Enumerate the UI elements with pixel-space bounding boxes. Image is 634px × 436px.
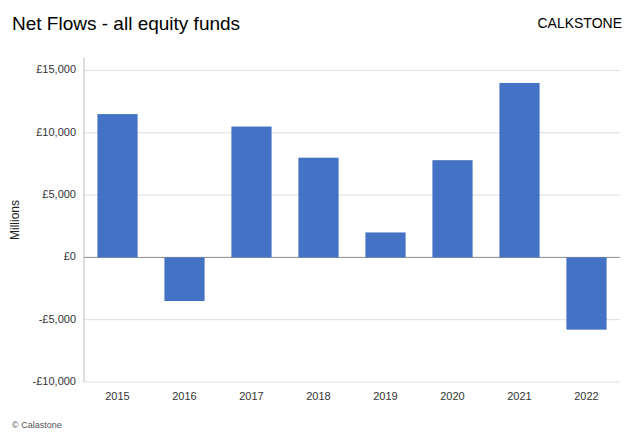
- grid-line: [84, 319, 620, 320]
- x-tick-label: 2016: [172, 390, 196, 402]
- bar: [499, 83, 539, 257]
- x-ticks: 2015 2016 2017 2018 2019 2020 2021 2022: [105, 390, 598, 402]
- y-tick-label: £10,000: [36, 126, 76, 138]
- bar: [298, 158, 338, 258]
- copyright: © Calastone: [12, 420, 62, 430]
- x-tick-label: 2017: [239, 390, 263, 402]
- logo-text: CALΚSTONE: [537, 15, 622, 31]
- bar: [566, 257, 606, 329]
- bars: [97, 83, 606, 330]
- bar: [97, 114, 137, 257]
- grid: [84, 70, 620, 382]
- x-tick-label: 2015: [105, 390, 129, 402]
- bar: [164, 257, 204, 301]
- bar: [432, 160, 472, 257]
- y-tick-label: £5,000: [42, 188, 76, 200]
- y-tick-label: £15,000: [36, 63, 76, 75]
- grid-line: [84, 70, 620, 71]
- y-tick-label: -£5,000: [39, 313, 76, 325]
- x-tick-label: 2021: [507, 390, 531, 402]
- y-tick-label: -£10,000: [33, 375, 76, 387]
- grid-line: [84, 382, 620, 383]
- bar: [365, 232, 405, 257]
- y-tick-label: £0: [64, 250, 76, 262]
- x-tick-label: 2022: [574, 390, 598, 402]
- x-tick-label: 2019: [373, 390, 397, 402]
- y-axis-line: [84, 58, 85, 382]
- y-axis-label: Millions: [8, 200, 22, 240]
- chart-container: -£10,000 -£5,000 £0 £5,000 £10,000 £15,000 201…: [0, 0, 634, 436]
- chart: -£10,000 -£5,000 £0 £5,000 £10,000 £15,000 201…: [0, 0, 634, 436]
- title: Net Flows - all equity funds: [12, 13, 240, 34]
- bar: [231, 127, 271, 258]
- x-tick-label: 2020: [440, 390, 464, 402]
- y-ticks: -£10,000 -£5,000 £0 £5,000 £10,000 £15,000: [33, 63, 76, 387]
- x-tick-label: 2018: [306, 390, 330, 402]
